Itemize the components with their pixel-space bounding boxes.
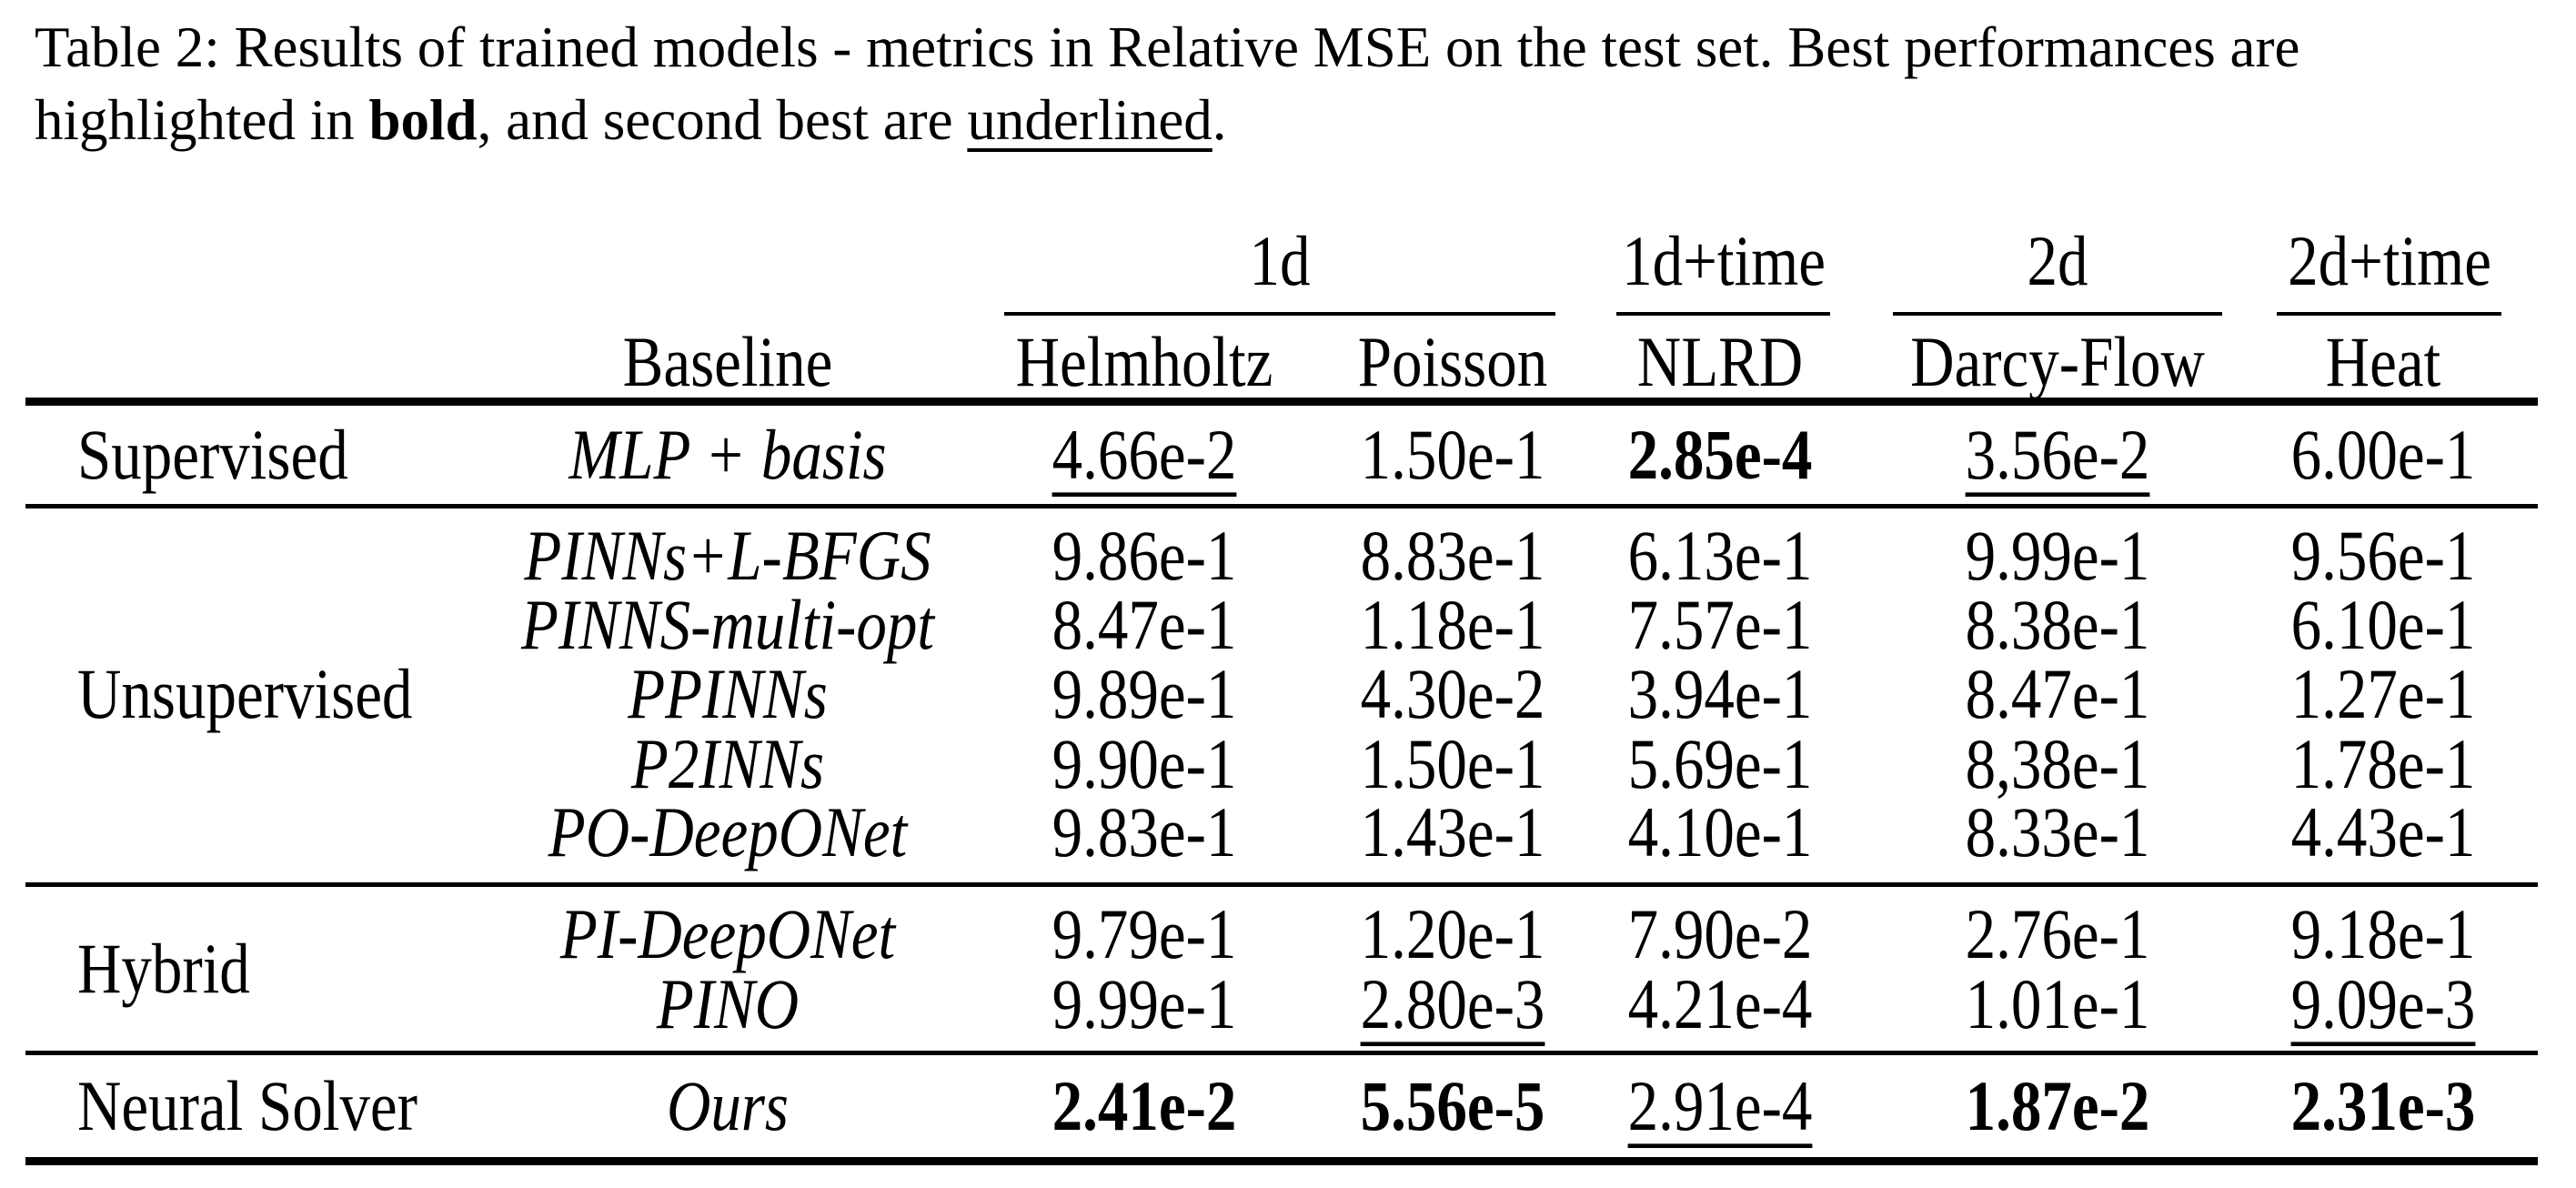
- group-header-1d: 1d: [1249, 222, 1311, 301]
- metric-value: 9.86e-1: [1052, 517, 1237, 596]
- metric-value: 8.47e-1: [1965, 655, 2150, 734]
- caption-text: , and second best are: [477, 88, 968, 152]
- caption-text: Table 2: Results of trained models - met…: [35, 15, 2315, 152]
- header-rule: [25, 398, 2538, 406]
- category-hybrid: Hybrid: [77, 930, 250, 1009]
- metric-value: 8.38e-1: [1965, 586, 2150, 665]
- cmidrule-2d-time: [2277, 312, 2501, 316]
- metric-value: 4.21e-4: [1627, 965, 1813, 1044]
- metric-value: 9.99e-1: [1965, 517, 2150, 596]
- metric-value: 1.27e-1: [2290, 655, 2476, 734]
- metric-value: 4.66e-2: [1052, 416, 1237, 495]
- baseline-name: PINO: [656, 965, 800, 1044]
- metric-value: 8.47e-1: [1052, 586, 1237, 665]
- baseline-name: Ours: [666, 1067, 790, 1146]
- metric-value: 2.31e-3: [2290, 1067, 2476, 1146]
- metric-value: 3.56e-2: [1965, 416, 2150, 495]
- metric-value: 4.30e-2: [1360, 655, 1545, 734]
- section-rule-unsupervised: [25, 882, 2538, 887]
- metric-value: 9.56e-1: [2290, 517, 2476, 596]
- baseline-name: PINNS-multi-opt: [520, 586, 935, 665]
- column-header-baseline: Baseline: [622, 323, 833, 402]
- column-header-helmholtz: Helmholtz: [1015, 323, 1273, 402]
- metric-value: 1.01e-1: [1965, 965, 2150, 1044]
- category-supervised: Supervised: [77, 416, 348, 495]
- cmidrule-2d: [1893, 312, 2222, 316]
- metric-value: 2.41e-2: [1052, 1067, 1237, 1146]
- caption-text: .: [1212, 88, 1227, 152]
- metric-value: 6.00e-1: [2290, 416, 2476, 495]
- metric-value: 1.18e-1: [1360, 586, 1545, 665]
- metric-value: 2.80e-3: [1360, 965, 1545, 1044]
- metric-value: 2.91e-4: [1627, 1067, 1813, 1146]
- group-header-2d-time: 2d+time: [2288, 222, 2491, 301]
- metric-value: 7.90e-2: [1627, 895, 1813, 974]
- metric-value: 1.87e-2: [1965, 1067, 2150, 1146]
- column-header-nlrd: NLRD: [1636, 323, 1804, 402]
- metric-value: 9.18e-1: [2290, 895, 2476, 974]
- cmidrule-1d: [1004, 312, 1555, 316]
- metric-value: 6.13e-1: [1627, 517, 1813, 596]
- section-rule-supervised: [25, 504, 2538, 508]
- metric-value: 1.78e-1: [2290, 725, 2476, 804]
- group-header-1d-time: 1d+time: [1622, 222, 1826, 301]
- baseline-name: PI-DeepONet: [559, 895, 896, 974]
- category-unsupervised: Unsupervised: [77, 655, 413, 734]
- metric-value: 9.89e-1: [1052, 655, 1237, 734]
- column-header-poisson: Poisson: [1357, 323, 1548, 402]
- metric-value: 9.09e-3: [2290, 965, 2476, 1044]
- metric-value: 4.10e-1: [1627, 793, 1813, 872]
- metric-value: 5.69e-1: [1627, 725, 1813, 804]
- column-header-darcy-flow: Darcy-Flow: [1910, 323, 2205, 402]
- caption-bold-word: bold: [368, 88, 478, 152]
- baseline-name: PPINNs: [628, 655, 828, 734]
- metric-value: 5.56e-5: [1360, 1067, 1545, 1146]
- category-neural-solver: Neural Solver: [77, 1067, 418, 1146]
- caption-underlined-word: underlined: [967, 88, 1213, 152]
- bottom-rule: [25, 1157, 2538, 1165]
- metric-value: 1.20e-1: [1360, 895, 1545, 974]
- metric-value: 9.79e-1: [1052, 895, 1237, 974]
- metric-value: 3.94e-1: [1627, 655, 1813, 734]
- metric-value: 1.50e-1: [1360, 416, 1545, 495]
- cmidrule-1d-time: [1616, 312, 1830, 316]
- metric-value: 1.50e-1: [1360, 725, 1545, 804]
- baseline-name: PO-DeepONet: [548, 793, 908, 872]
- metric-value: 6.10e-1: [2290, 586, 2476, 665]
- metric-value: 8.33e-1: [1965, 793, 2150, 872]
- column-header-heat: Heat: [2325, 323, 2441, 402]
- baseline-name: PINNs+L-BFGS: [524, 517, 931, 596]
- section-rule-hybrid: [25, 1051, 2538, 1055]
- baseline-name: MLP + basis: [569, 416, 887, 495]
- table-caption: Table 2: Results of trained models - met…: [35, 11, 2563, 156]
- metric-value: 9.99e-1: [1052, 965, 1237, 1044]
- metric-value: 9.83e-1: [1052, 793, 1237, 872]
- group-header-2d: 2d: [2027, 222, 2088, 301]
- metric-value: 2.85e-4: [1627, 416, 1813, 495]
- metric-value: 8.83e-1: [1360, 517, 1545, 596]
- metric-value: 9.90e-1: [1052, 725, 1237, 804]
- metric-value: 1.43e-1: [1360, 793, 1545, 872]
- metric-value: 2.76e-1: [1965, 895, 2150, 974]
- metric-value: 7.57e-1: [1627, 586, 1813, 665]
- metric-value: 4.43e-1: [2290, 793, 2476, 872]
- metric-value: 8,38e-1: [1965, 725, 2150, 804]
- baseline-name: P2INNs: [630, 725, 825, 804]
